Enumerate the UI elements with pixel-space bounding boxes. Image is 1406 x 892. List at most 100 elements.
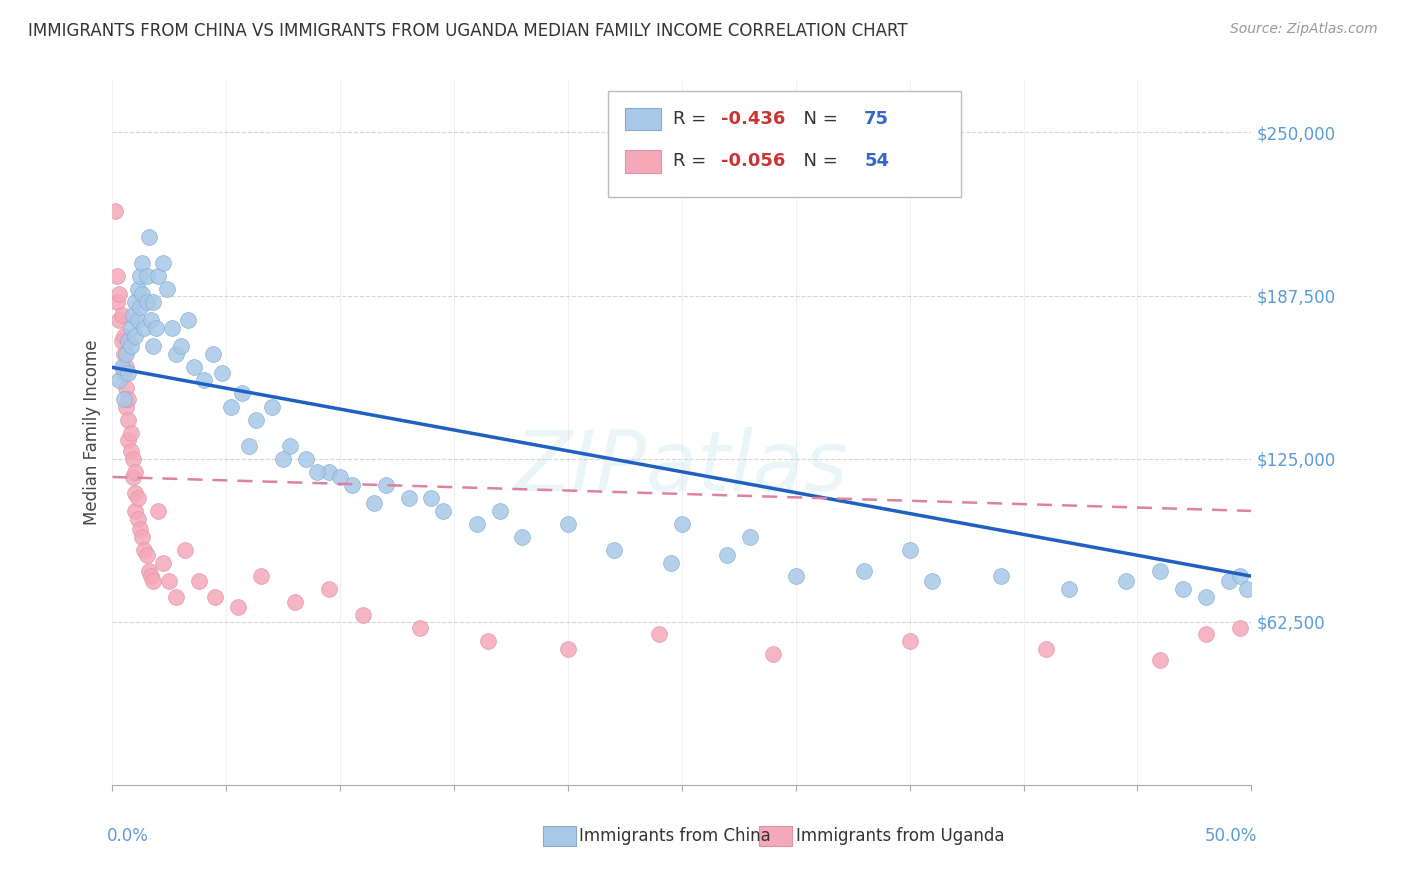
Point bbox=[409, 621, 432, 635]
Point bbox=[112, 392, 135, 406]
Point bbox=[1149, 653, 1171, 667]
Point bbox=[245, 412, 267, 426]
Point bbox=[329, 470, 352, 484]
Point bbox=[204, 590, 226, 604]
Point bbox=[127, 282, 149, 296]
Point bbox=[156, 282, 179, 296]
Text: 50.0%: 50.0% bbox=[1205, 827, 1257, 846]
Point bbox=[1035, 642, 1057, 657]
Point bbox=[108, 373, 131, 387]
Point bbox=[271, 451, 295, 466]
Point bbox=[249, 569, 271, 583]
Text: R =: R = bbox=[673, 110, 711, 128]
Point bbox=[853, 564, 876, 578]
Point bbox=[557, 642, 579, 657]
Point bbox=[188, 574, 211, 589]
Point bbox=[1236, 582, 1258, 597]
Text: 54: 54 bbox=[865, 153, 889, 170]
FancyBboxPatch shape bbox=[624, 150, 661, 172]
Point bbox=[108, 287, 131, 301]
Point bbox=[659, 556, 682, 570]
Point bbox=[165, 590, 187, 604]
Point bbox=[115, 360, 138, 375]
FancyBboxPatch shape bbox=[759, 826, 793, 847]
Point bbox=[340, 478, 363, 492]
Point bbox=[142, 339, 165, 353]
Point bbox=[135, 268, 157, 283]
Text: Immigrants from China: Immigrants from China bbox=[579, 828, 770, 846]
Point bbox=[127, 491, 149, 505]
Point bbox=[131, 287, 153, 301]
Point bbox=[117, 412, 139, 426]
Point bbox=[134, 543, 156, 558]
Point bbox=[226, 600, 249, 615]
Point bbox=[120, 425, 142, 440]
Point bbox=[138, 230, 160, 244]
Point bbox=[432, 504, 454, 518]
Point bbox=[219, 400, 242, 414]
Point bbox=[231, 386, 253, 401]
Point bbox=[512, 530, 534, 544]
Text: ZIPatlas: ZIPatlas bbox=[515, 427, 849, 508]
Point bbox=[921, 574, 943, 589]
Point bbox=[112, 329, 135, 343]
Point bbox=[465, 516, 488, 531]
Point bbox=[117, 366, 139, 380]
Point bbox=[1195, 626, 1218, 640]
Point bbox=[165, 347, 187, 361]
Point bbox=[110, 334, 132, 349]
Point bbox=[128, 268, 150, 283]
Point bbox=[127, 313, 149, 327]
Point bbox=[352, 608, 374, 623]
Point bbox=[363, 496, 385, 510]
Point bbox=[124, 295, 146, 310]
Point bbox=[122, 470, 145, 484]
Point bbox=[398, 491, 420, 505]
Point bbox=[120, 339, 142, 353]
Point bbox=[128, 301, 150, 315]
Point bbox=[141, 313, 163, 327]
Text: IMMIGRANTS FROM CHINA VS IMMIGRANTS FROM UGANDA MEDIAN FAMILY INCOME CORRELATION: IMMIGRANTS FROM CHINA VS IMMIGRANTS FROM… bbox=[28, 22, 908, 40]
Point bbox=[124, 504, 146, 518]
Point bbox=[671, 516, 693, 531]
Point bbox=[278, 439, 301, 453]
Point bbox=[170, 339, 193, 353]
Point bbox=[1229, 621, 1251, 635]
Point bbox=[117, 334, 139, 349]
Text: R =: R = bbox=[673, 153, 711, 170]
Point bbox=[152, 556, 174, 570]
Y-axis label: Median Family Income: Median Family Income bbox=[83, 340, 101, 525]
Point bbox=[785, 569, 807, 583]
Point bbox=[108, 313, 131, 327]
Point bbox=[716, 549, 738, 563]
Point bbox=[124, 485, 146, 500]
Point bbox=[1115, 574, 1137, 589]
Text: Immigrants from Uganda: Immigrants from Uganda bbox=[796, 828, 1004, 846]
Point bbox=[110, 360, 132, 375]
Point bbox=[128, 522, 150, 536]
Point bbox=[477, 634, 499, 648]
Point bbox=[318, 465, 340, 479]
Point bbox=[307, 465, 329, 479]
Point bbox=[105, 295, 128, 310]
FancyBboxPatch shape bbox=[543, 826, 576, 847]
Text: N =: N = bbox=[793, 153, 844, 170]
Point bbox=[648, 626, 671, 640]
Point bbox=[152, 256, 174, 270]
Point bbox=[138, 564, 160, 578]
Point bbox=[141, 569, 163, 583]
Point bbox=[284, 595, 307, 609]
Point bbox=[124, 329, 146, 343]
Point bbox=[131, 530, 153, 544]
Point bbox=[295, 451, 318, 466]
Point bbox=[211, 366, 233, 380]
Text: 75: 75 bbox=[865, 110, 889, 128]
Point bbox=[120, 443, 142, 458]
Point bbox=[110, 308, 132, 322]
Point bbox=[183, 360, 205, 375]
Text: -0.056: -0.056 bbox=[721, 153, 785, 170]
Point bbox=[120, 321, 142, 335]
Point bbox=[112, 347, 135, 361]
Point bbox=[146, 268, 169, 283]
Point bbox=[1057, 582, 1080, 597]
